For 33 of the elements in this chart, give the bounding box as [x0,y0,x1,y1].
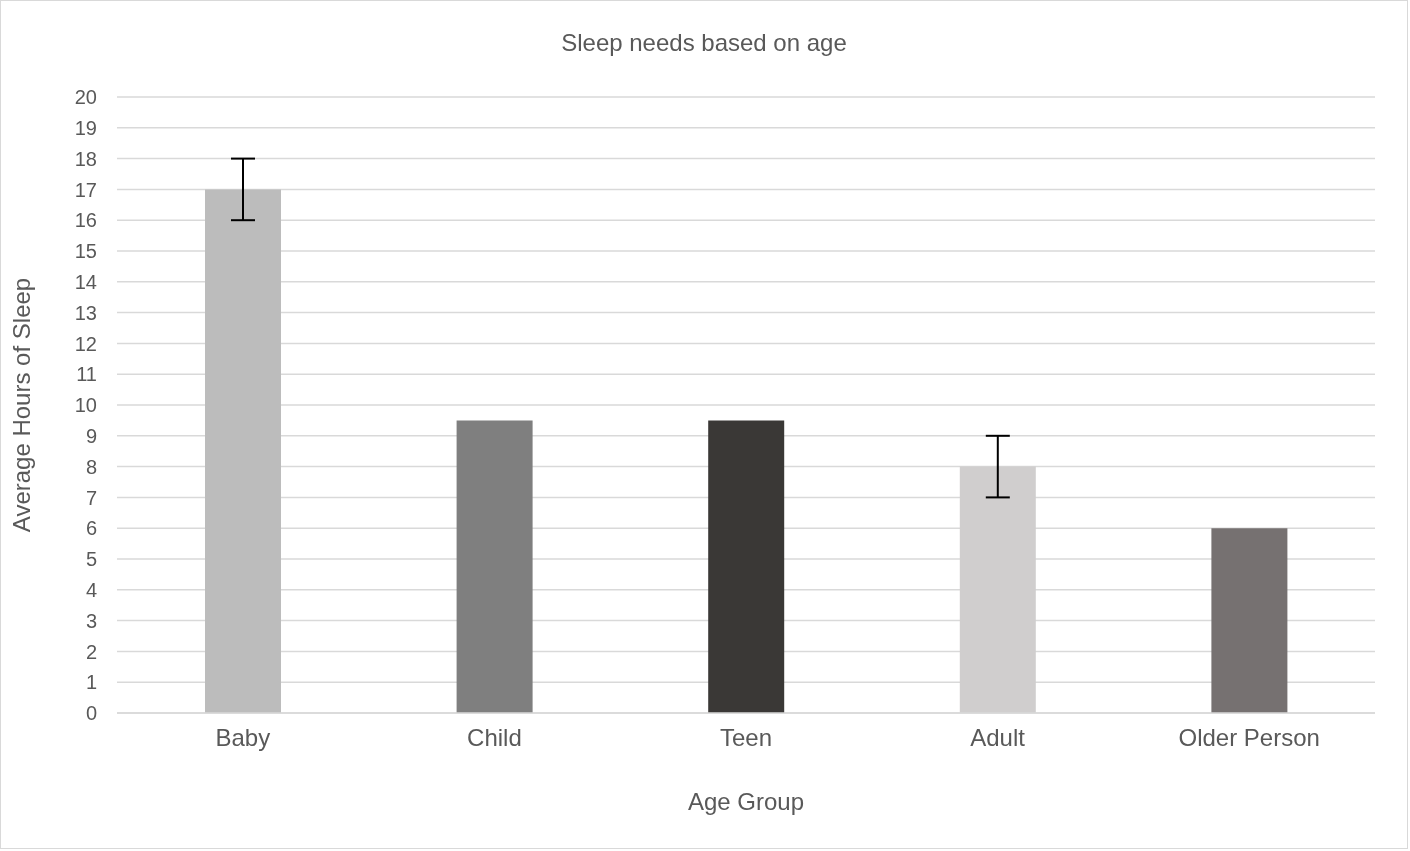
x-tick-label: Child [467,724,522,752]
bar [205,189,281,713]
y-tick-label: 5 [85,548,97,571]
y-tick-label: 1 [85,671,97,694]
chart-title: Sleep needs based on age [560,29,848,57]
x-tick-label: Teen [719,724,773,752]
y-tick-label: 19 [74,116,97,139]
y-tick-label: 10 [74,394,97,417]
y-tick-label: 12 [74,332,97,355]
y-tick-label: 11 [76,363,97,386]
y-tick-label: 4 [85,578,97,601]
y-tick-label: 20 [74,86,97,109]
y-tick-label: 3 [85,609,97,632]
bar [708,420,785,713]
y-axis-title: Average Hours of Sleep [7,277,35,533]
y-tick-label: 8 [85,455,97,478]
y-tick-label: 15 [74,240,97,263]
y-tick-label: 13 [74,301,97,324]
y-tick-label: 18 [74,147,97,170]
y-tick-label: 17 [74,178,97,201]
y-tick-label: 7 [85,486,97,509]
bar [1211,528,1288,713]
bar [456,420,533,713]
x-tick-label: Adult [970,724,1026,752]
y-tick-label: 2 [85,640,97,663]
y-tick-label: 6 [85,517,97,540]
x-axis-title: Age Group [687,788,805,815]
y-tick-label: 0 [85,702,97,725]
x-tick-label: Baby [215,724,271,752]
y-tick-label: 14 [74,270,97,293]
y-tick-label: 9 [85,424,97,447]
y-tick-label: 16 [74,209,97,232]
x-tick-label: Older Person [1178,724,1320,752]
